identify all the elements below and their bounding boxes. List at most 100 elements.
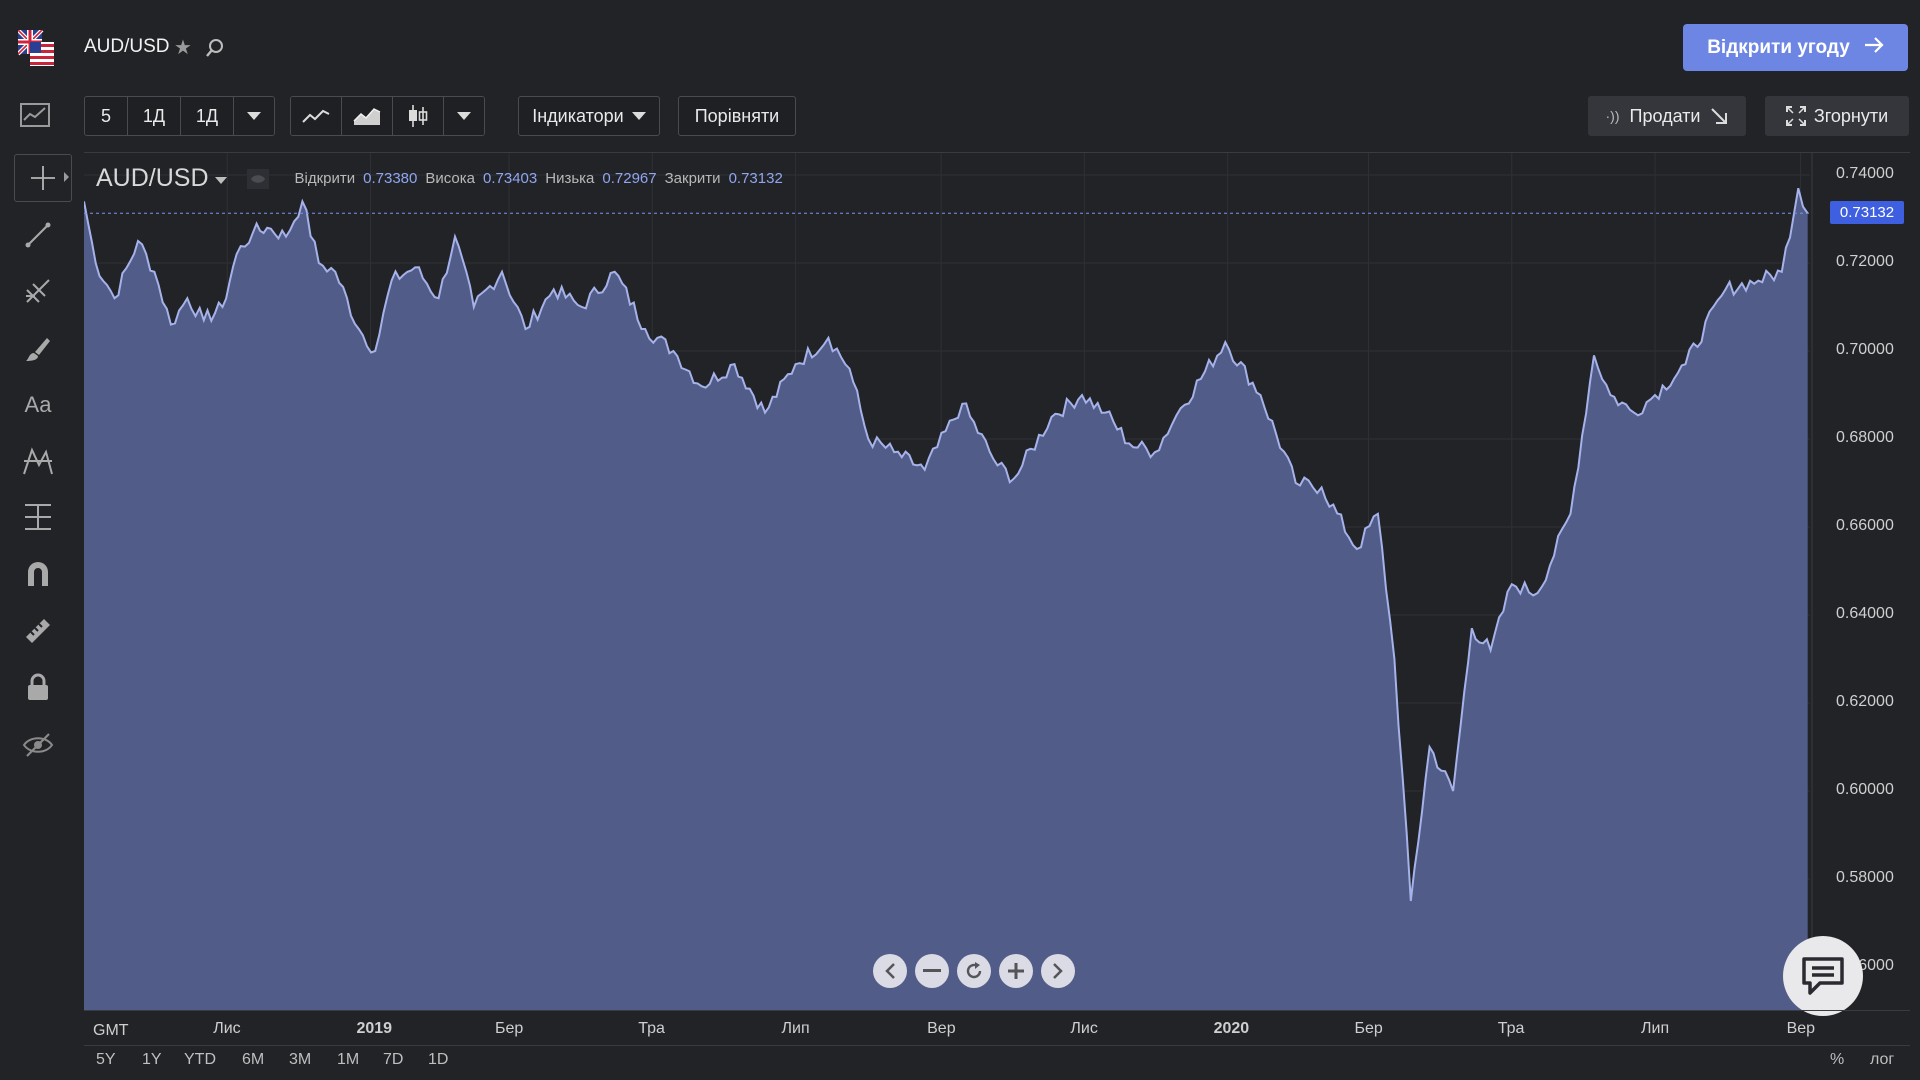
brush-icon[interactable] — [14, 326, 62, 372]
x-tick-label: Тра — [638, 1020, 665, 1037]
indicators-label: Індикатори — [532, 105, 624, 126]
timezone-label[interactable]: GMT — [93, 1022, 129, 1039]
range-1d[interactable]: 1D — [428, 1051, 449, 1068]
minus-icon — [923, 969, 941, 972]
lock-icon[interactable] — [14, 664, 62, 710]
line-chart-button[interactable] — [291, 97, 342, 135]
y-tick-label: 0.70000 — [1836, 341, 1894, 358]
range-1m[interactable]: 1M — [337, 1051, 360, 1068]
fib-tool-icon[interactable] — [14, 268, 62, 314]
y-tick-label: 0.58000 — [1836, 869, 1894, 886]
chevron-down-icon — [214, 176, 227, 184]
x-tick-label: Вер — [1786, 1020, 1816, 1037]
chat-button[interactable] — [1783, 936, 1863, 1016]
legend-symbol[interactable]: AUD/USD — [96, 164, 209, 192]
time-axis-border — [84, 1010, 1910, 1011]
x-tick-label: 2019 — [356, 1020, 393, 1037]
y-tick-label: 0.72000 — [1836, 253, 1894, 270]
price-chart[interactable] — [84, 153, 1910, 1011]
chevron-right-icon — [1053, 963, 1063, 979]
reset-zoom-button[interactable] — [957, 954, 991, 988]
x-tick-label: Лип — [781, 1020, 810, 1037]
percent-scale-toggle[interactable]: % — [1830, 1051, 1845, 1068]
compare-button[interactable]: Порівняти — [678, 96, 796, 136]
chevron-left-icon — [885, 963, 895, 979]
log-scale-toggle[interactable]: лог — [1870, 1051, 1895, 1068]
star-icon[interactable]: ★ — [174, 37, 192, 59]
search-icon[interactable] — [205, 38, 225, 58]
chevron-down-icon — [457, 112, 471, 120]
range-ytd[interactable]: YTD — [184, 1051, 216, 1068]
arrow-right-icon — [1864, 36, 1884, 60]
measure-icon[interactable] — [14, 494, 62, 540]
visibility-eye-icon[interactable] — [246, 168, 269, 189]
close-value: 0.73132 — [728, 170, 783, 187]
range-5y[interactable]: 5Y — [96, 1051, 116, 1068]
zoom-in-button[interactable] — [999, 954, 1033, 988]
text-tool-icon[interactable]: Aa — [24, 392, 52, 417]
collapse-label: Згорнути — [1813, 105, 1889, 126]
crosshair-icon[interactable] — [14, 154, 72, 202]
chart-legend: AUD/USD Відкрити 0.73380 Висока 0.73403 … — [96, 164, 783, 193]
range-3m[interactable]: 3M — [289, 1051, 312, 1068]
sound-icon: ·)) — [1605, 108, 1620, 124]
chart-toggle-icon[interactable] — [18, 98, 52, 137]
low-label: Низька — [545, 170, 595, 187]
y-tick-label: 0.68000 — [1836, 429, 1894, 446]
hide-eye-icon[interactable] — [14, 722, 62, 768]
indicators-button[interactable]: Індикатори — [518, 96, 660, 136]
chat-icon — [1802, 957, 1844, 995]
x-tick-label: Тра — [1497, 1020, 1525, 1037]
magnet-icon[interactable] — [14, 550, 62, 596]
scroll-right-button[interactable] — [1041, 954, 1075, 988]
plus-icon — [1008, 963, 1024, 979]
price-line — [84, 187, 1809, 902]
high-value: 0.73403 — [483, 170, 538, 187]
sell-label: Продати — [1629, 105, 1701, 126]
chart-area[interactable] — [84, 152, 1910, 1011]
interval-5[interactable]: 5 — [85, 97, 128, 135]
high-label: Висока — [425, 170, 476, 187]
symbol-title: AUD/USD — [84, 36, 170, 57]
x-tick-label: 2020 — [1213, 1020, 1250, 1037]
scroll-left-button[interactable] — [873, 954, 907, 988]
area-chart-icon — [353, 108, 381, 125]
trend-line-icon[interactable] — [14, 212, 62, 258]
area-chart-button[interactable] — [342, 97, 393, 135]
current-price-tag: 0.73132 — [1830, 201, 1904, 225]
interval-1d-b[interactable]: 1Д — [181, 97, 234, 135]
range-bar-border — [84, 1045, 1910, 1046]
range-7d[interactable]: 7D — [383, 1051, 404, 1068]
y-tick-label: 0.64000 — [1836, 605, 1894, 622]
y-tick-label: 0.74000 — [1836, 165, 1894, 182]
open-trade-button[interactable]: Відкрити угоду — [1683, 24, 1908, 71]
sell-button[interactable]: ·)) Продати — [1588, 96, 1746, 136]
close-label: Закрити — [664, 170, 721, 187]
x-tick-label: Бер — [495, 1020, 524, 1037]
candlestick-button[interactable] — [393, 97, 444, 135]
pattern-tool-icon[interactable] — [14, 438, 62, 484]
y-tick-label: 0.62000 — [1836, 693, 1894, 710]
compare-label: Порівняти — [694, 105, 780, 126]
zoom-out-button[interactable] — [915, 954, 949, 988]
x-tick-label: Бер — [1354, 1020, 1383, 1037]
interval-1d-a[interactable]: 1Д — [128, 97, 181, 135]
range-6m[interactable]: 6M — [242, 1051, 265, 1068]
flag-icon — [16, 28, 54, 66]
line-chart-icon — [302, 109, 330, 123]
chevron-down-icon — [631, 112, 646, 120]
open-trade-label: Відкрити угоду — [1707, 36, 1850, 58]
y-tick-label: 0.66000 — [1836, 517, 1894, 534]
range-1y[interactable]: 1Y — [142, 1051, 162, 1068]
arrow-down-right-icon — [1711, 108, 1728, 124]
chart-type-dropdown[interactable] — [444, 97, 484, 135]
interval-group: 5 1Д 1Д — [84, 96, 275, 136]
y-tick-label: 0.60000 — [1836, 781, 1894, 798]
collapse-button[interactable]: Згорнути — [1765, 96, 1909, 136]
interval-dropdown[interactable] — [234, 97, 274, 135]
x-tick-label: Лис — [213, 1020, 241, 1037]
ruler-icon[interactable] — [14, 608, 62, 654]
x-tick-label: Лип — [1641, 1020, 1670, 1037]
refresh-icon — [966, 962, 982, 979]
open-label: Відкрити — [294, 170, 356, 187]
